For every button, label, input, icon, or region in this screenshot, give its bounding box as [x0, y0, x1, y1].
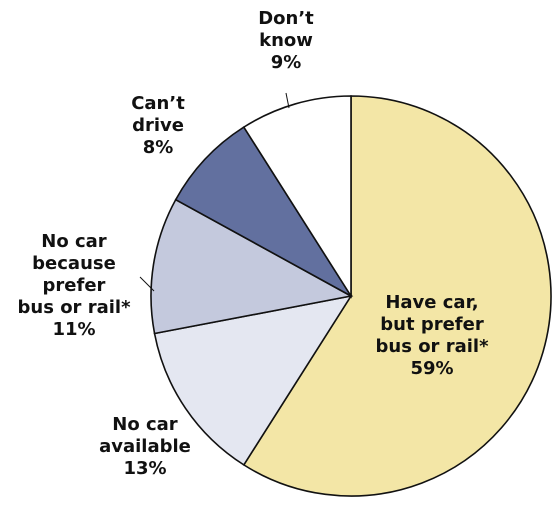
category-label-line: No car — [112, 414, 178, 435]
category-label-line: drive — [132, 115, 184, 136]
percent-label: 9% — [271, 52, 302, 73]
category-label-line: know — [259, 30, 313, 51]
category-label-line: Have car, — [385, 292, 478, 313]
percent-label: 11% — [52, 319, 95, 340]
slice-cant-drive-label: Can’t drive 8% — [131, 93, 185, 158]
category-label-line: Can’t — [131, 93, 185, 114]
slice-no-car-prefer-transit-label: No car because prefer bus or rail* 11% — [18, 231, 132, 340]
percent-label: 8% — [143, 137, 174, 158]
category-label-line: No car — [41, 231, 107, 252]
percent-label: 13% — [123, 458, 166, 479]
slice-dont-know-leader-line — [285, 92, 290, 109]
slice-no-car-available — [153, 294, 353, 466]
slice-no-car-prefer-transit-leader-line — [139, 276, 155, 292]
category-label-line: bus or rail* — [18, 297, 132, 318]
slice-have-car-prefer-transit — [242, 95, 552, 497]
slice-cant-drive — [174, 126, 352, 297]
slice-no-car-prefer-transit — [150, 198, 354, 335]
pie-slices — [150, 95, 552, 497]
slice-have-car-prefer-transit-label: Have car, but prefer bus or rail* 59% — [376, 292, 490, 379]
percent-label: 59% — [410, 358, 453, 379]
category-label-line: available — [99, 436, 191, 457]
category-label-line: prefer — [43, 275, 106, 296]
category-label-line: Don’t — [258, 8, 314, 29]
category-label-line: but prefer — [380, 314, 484, 335]
slice-dont-know — [242, 95, 352, 299]
slice-dont-know-label: Don’t know 9% — [258, 8, 314, 73]
slice-no-car-available-label: No car available 13% — [99, 414, 191, 479]
category-label-line: bus or rail* — [376, 336, 490, 357]
category-label-line: because — [32, 253, 116, 274]
